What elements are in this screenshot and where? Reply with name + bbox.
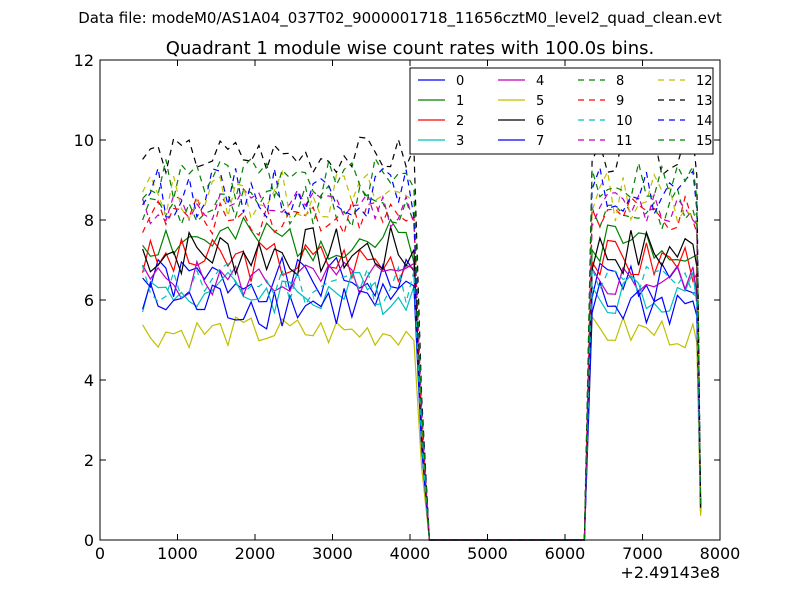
legend-label-5: 5 xyxy=(536,94,544,109)
chart-suptitle: Data file: modeM0/AS1A04_037T02_90000017… xyxy=(78,9,722,28)
x-tick-label: 2000 xyxy=(235,544,276,563)
x-offset-label: +2.49143e8 xyxy=(620,563,720,582)
legend-label-7: 7 xyxy=(536,134,544,149)
x-tick-label: 4000 xyxy=(390,544,431,563)
x-tick-label: 1000 xyxy=(157,544,198,563)
series-line-15 xyxy=(142,156,702,541)
series-line-7 xyxy=(142,280,702,541)
y-tick-label: 10 xyxy=(74,131,94,150)
legend-label-0: 0 xyxy=(456,74,464,89)
series-line-8 xyxy=(142,184,702,541)
y-tick-label: 4 xyxy=(84,371,94,390)
series-line-5 xyxy=(142,314,702,541)
y-tick-label: 2 xyxy=(84,451,94,470)
series-line-3 xyxy=(142,270,702,541)
y-tick-label: 8 xyxy=(84,211,94,230)
legend-label-15: 15 xyxy=(696,134,713,149)
ticks-layer: 0 1000 2000 3000 4000 5000 6000 7000 80000246810… xyxy=(74,51,741,563)
series-line-14 xyxy=(142,165,702,541)
series-line-1 xyxy=(142,216,702,541)
legend-label-11: 11 xyxy=(616,134,633,149)
series-line-11 xyxy=(142,187,702,541)
x-tick-label: 5000 xyxy=(467,544,508,563)
legend-label-10: 10 xyxy=(616,114,633,129)
x-tick-label: 7000 xyxy=(622,544,663,563)
chart-title: Quadrant 1 module wise count rates with … xyxy=(166,38,655,59)
series-line-6 xyxy=(142,226,702,541)
legend-label-13: 13 xyxy=(696,94,713,109)
legend-label-1: 1 xyxy=(456,94,464,109)
y-tick-label: 6 xyxy=(84,291,94,310)
series-line-2 xyxy=(142,237,702,541)
x-tick-label: 6000 xyxy=(545,544,586,563)
legend-label-14: 14 xyxy=(696,114,713,129)
y-tick-label: 12 xyxy=(74,51,94,70)
legend-label-4: 4 xyxy=(536,74,544,89)
legend-label-12: 12 xyxy=(696,74,713,89)
legend-label-8: 8 xyxy=(616,74,624,89)
series-line-0 xyxy=(142,255,702,541)
legend-label-9: 9 xyxy=(616,94,624,109)
x-tick-label: 0 xyxy=(95,544,105,563)
legend-label-2: 2 xyxy=(456,114,464,129)
series-line-13 xyxy=(142,135,702,541)
series-layer xyxy=(142,135,702,541)
x-tick-label: 8000 xyxy=(700,544,741,563)
y-tick-label: 0 xyxy=(84,531,94,550)
series-line-12 xyxy=(142,169,702,541)
legend-label-6: 6 xyxy=(536,114,544,129)
x-tick-label: 3000 xyxy=(312,544,353,563)
series-line-10 xyxy=(142,262,702,541)
legend-label-3: 3 xyxy=(456,134,464,149)
series-line-9 xyxy=(142,194,702,541)
